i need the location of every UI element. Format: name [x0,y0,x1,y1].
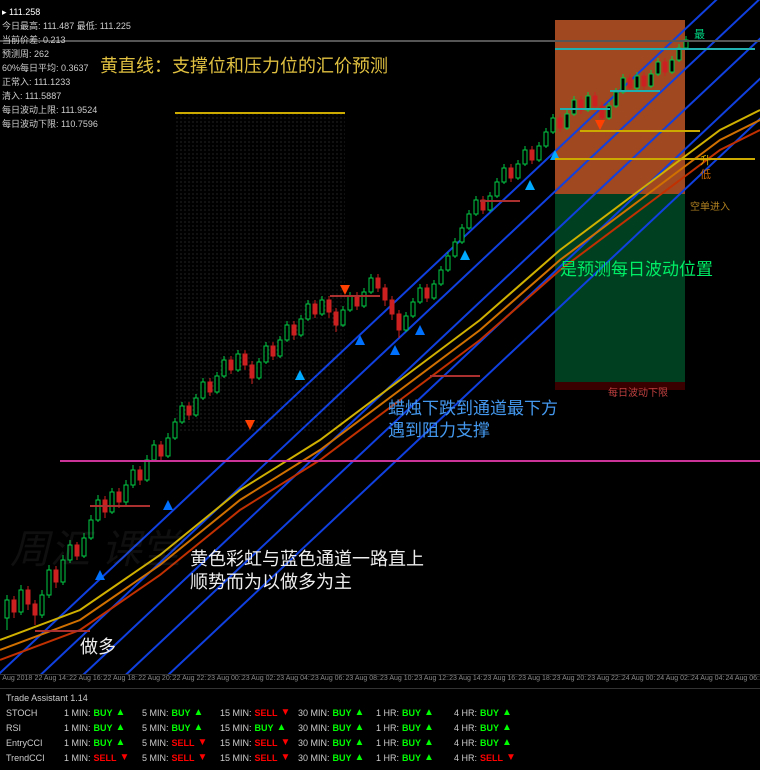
x-tick: 23 Aug 14:15 [449,675,484,688]
x-tick: 23 Aug 04:15 [276,675,311,688]
horizontal-line [610,90,660,92]
x-tick: 23 Aug 00:15 [207,675,242,688]
x-tick: 23 Aug 16:15 [484,675,519,688]
indicator-row: RSI1 MIN: BUY▲5 MIN: BUY▲15 MIN: BUY▲30 … [6,720,754,735]
annotation-high-marker: 最 [694,26,705,42]
x-tick: 23 Aug 20:15 [553,675,588,688]
x-tick: 22 Aug 14:15 [35,675,70,688]
x-tick: 23 Aug 22:15 [587,675,622,688]
x-tick: 23 Aug 06:15 [311,675,346,688]
x-tick: 24 Aug 04:15 [691,675,726,688]
x-tick: 22 Aug 22:15 [173,675,208,688]
indicator-panel: Trade Assistant 1.14 STOCH1 MIN: BUY▲5 M… [0,688,760,770]
x-tick: 24 Aug 00:15 [622,675,657,688]
horizontal-line [480,200,520,202]
indicator-row: EntryCCI1 MIN: BUY▲5 MIN: SELL▼15 MIN: S… [6,735,754,750]
horizontal-line [560,108,610,110]
x-tick: 23 Aug 12:15 [415,675,450,688]
indicator-title: Trade Assistant 1.14 [6,693,754,703]
green-zone-box [555,194,685,382]
annotation-long: 做多 [80,633,116,659]
x-tick: Aug 2018 [0,675,35,688]
x-tick: 22 Aug 20:15 [138,675,173,688]
horizontal-line [35,630,90,632]
annotation-candle-support-2: 遇到阻力支撑 [388,416,490,441]
x-tick: 22 Aug 18:15 [104,675,139,688]
orange-zone-box [555,20,685,194]
watermark: 周汇 课堂 [10,517,181,575]
indicator-row: TrendCCI1 MIN: SELL▼5 MIN: SELL▼15 MIN: … [6,750,754,765]
annotation-green-box: 是预测每日波动位置 [560,255,713,280]
horizontal-line [175,112,345,114]
horizontal-line [90,505,150,507]
dotted-zone [175,112,345,432]
annotation-short-entry: 空单进入 [690,198,730,213]
horizontal-line [60,460,760,462]
horizontal-line [330,295,380,297]
horizontal-line [430,375,480,377]
x-tick: 23 Aug 02:15 [242,675,277,688]
horizontal-line [555,48,755,50]
x-tick: 23 Aug 18:15 [518,675,553,688]
x-axis: Aug 201822 Aug 14:1522 Aug 16:1522 Aug 1… [0,674,760,688]
x-tick: 23 Aug 08:15 [345,675,380,688]
chart-area[interactable]: ▸ 111.258今日最高: 111.487 最低: 111.225当前价差: … [0,0,760,675]
horizontal-line [555,158,755,160]
x-tick: 24 Aug 02:15 [656,675,691,688]
annotation-yellow-line: 黄直线：支撑位和压力位的汇价预测 [100,52,388,78]
annotation-rainbow-2: 顺势而为以做多为主 [190,568,352,594]
x-tick: 22 Aug 16:15 [69,675,104,688]
annotation-low-marker: 低 [700,166,711,182]
horizontal-line [580,130,700,132]
indicator-row: STOCH1 MIN: BUY▲5 MIN: BUY▲15 MIN: SELL▼… [6,705,754,720]
x-tick: 24 Aug 06:15 [725,675,760,688]
x-tick: 23 Aug 10:15 [380,675,415,688]
annotation-daily-low: 每日波动下限 [608,384,668,399]
